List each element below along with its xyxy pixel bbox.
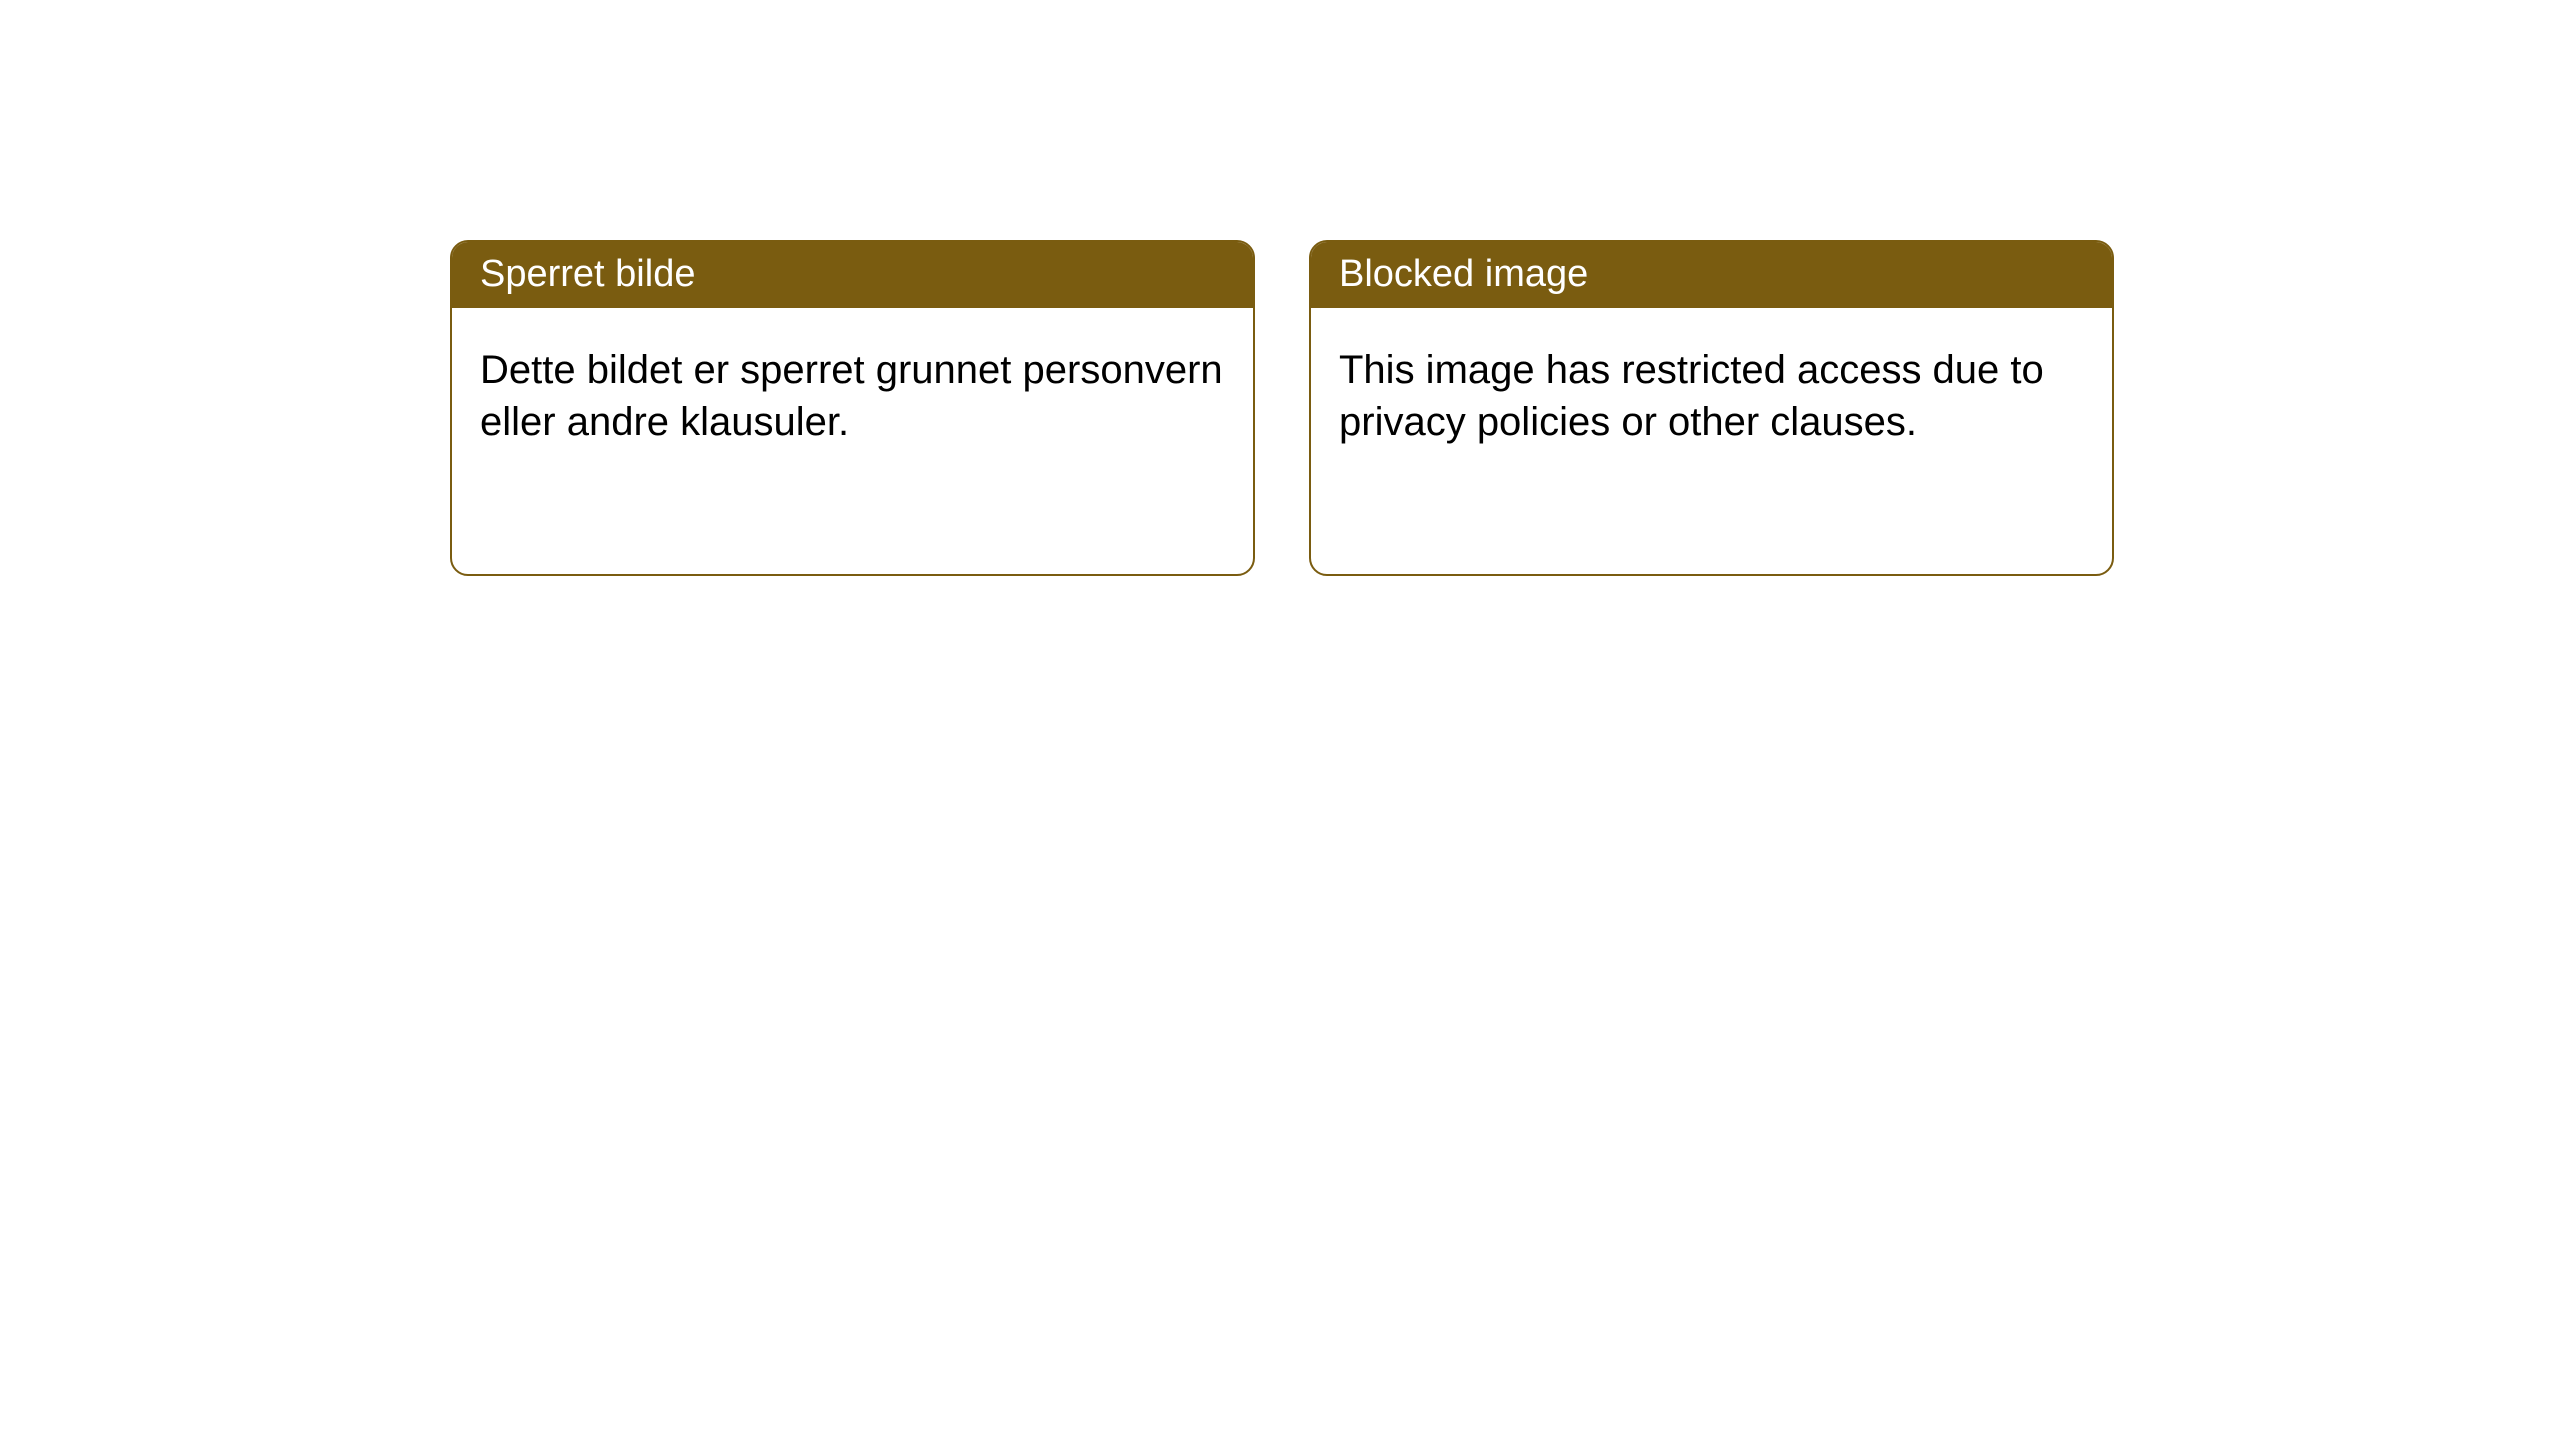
notice-card-norwegian: Sperret bilde Dette bildet er sperret gr…: [450, 240, 1255, 576]
notice-card-english: Blocked image This image has restricted …: [1309, 240, 2114, 576]
notice-body-norwegian: Dette bildet er sperret grunnet personve…: [452, 308, 1253, 484]
notice-title-norwegian: Sperret bilde: [452, 242, 1253, 308]
notice-container: Sperret bilde Dette bildet er sperret gr…: [0, 0, 2560, 576]
notice-title-english: Blocked image: [1311, 242, 2112, 308]
notice-body-english: This image has restricted access due to …: [1311, 308, 2112, 484]
